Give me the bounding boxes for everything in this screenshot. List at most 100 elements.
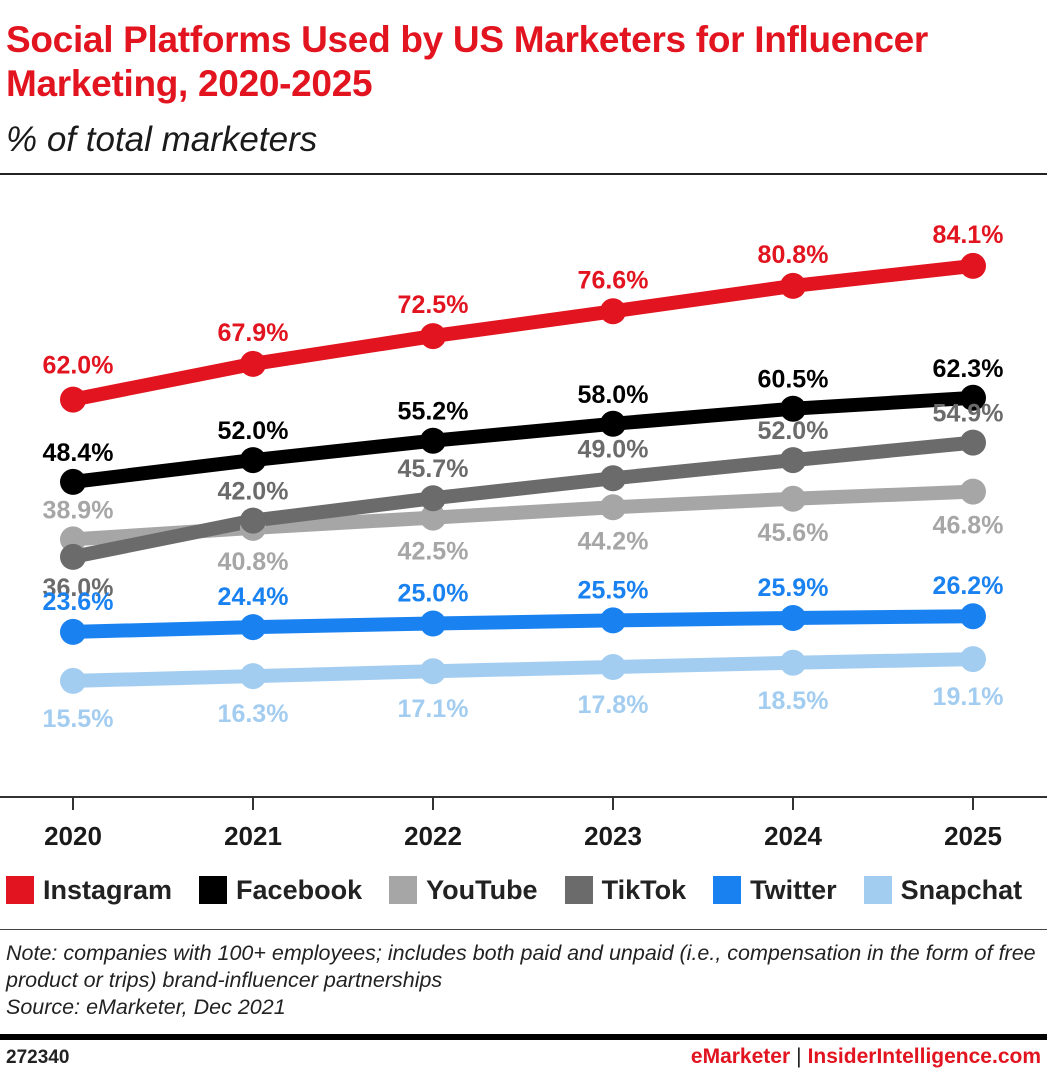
data-point-facebook-2022	[420, 427, 446, 454]
legend-swatch-instagram	[6, 876, 34, 904]
data-point-tiktok-2021	[240, 507, 266, 534]
data-label-tiktok-2020: 36.0%	[43, 574, 114, 602]
data-label-youtube-2025: 46.8%	[933, 512, 1004, 540]
data-point-youtube-2025	[960, 478, 986, 505]
data-label-youtube-2022: 42.5%	[398, 538, 469, 566]
data-point-twitter-2025	[960, 603, 986, 630]
data-label-snapchat-2021: 16.3%	[218, 700, 289, 728]
data-label-facebook-2021: 52.0%	[218, 417, 289, 445]
data-point-snapchat-2023	[600, 654, 626, 680]
data-point-facebook-2023	[600, 410, 626, 437]
data-point-tiktok-2020	[60, 543, 86, 570]
data-point-snapchat-2025	[960, 646, 986, 673]
data-point-tiktok-2022	[420, 485, 446, 512]
data-point-twitter-2024	[780, 605, 806, 631]
data-label-tiktok-2024: 52.0%	[758, 417, 829, 445]
data-label-youtube-2020: 38.9%	[43, 496, 114, 524]
data-label-twitter-2020: 23.6%	[43, 588, 114, 616]
data-label-snapchat-2025: 19.1%	[933, 683, 1004, 711]
data-label-facebook-2023: 58.0%	[578, 381, 649, 409]
legend-swatch-facebook	[199, 876, 228, 904]
data-point-youtube-2023	[600, 494, 626, 521]
data-label-twitter-2023: 25.5%	[578, 576, 649, 604]
data-point-tiktok-2025	[960, 429, 986, 456]
data-label-instagram-2025: 84.1%	[933, 221, 1004, 249]
data-label-instagram-2021: 67.9%	[218, 319, 289, 347]
x-axis: 2020 2021 2022 2023 2024 2025	[0, 796, 1047, 851]
brand-separator: |	[796, 1045, 802, 1068]
data-point-snapchat-2024	[780, 649, 806, 676]
line-chart: 62.0% 67.9% 72.5% 76.6% 80.8% 84.1% 48.4% 52.0%…	[0, 221, 1047, 851]
legend-item-snapchat: Snapchat	[863, 874, 1023, 906]
top-divider	[0, 173, 1047, 175]
x-tick-label-2020: 2020	[44, 821, 102, 851]
data-point-twitter-2022	[420, 610, 446, 637]
x-tick-label-2021: 2021	[224, 821, 282, 851]
legend-swatch-tiktok	[564, 876, 593, 904]
series-line-tiktok	[66, 435, 980, 564]
legend-item-tiktok: TikTok	[564, 874, 687, 906]
data-point-facebook-2024	[780, 395, 806, 422]
legend-item-twitter: Twitter	[713, 875, 837, 906]
data-label-snapchat-2020: 15.5%	[43, 705, 114, 733]
brand-insider-intelligence: InsiderIntelligence.com	[807, 1045, 1041, 1068]
series-line-snapchat	[66, 652, 980, 688]
data-label-facebook-2020: 48.4%	[43, 439, 114, 467]
series-line-twitter	[66, 609, 980, 639]
data-label-instagram-2020: 62.0%	[43, 352, 114, 380]
note-text: Note: companies with 100+ employees; inc…	[6, 941, 1036, 992]
data-label-twitter-2022: 25.0%	[398, 580, 469, 608]
data-point-snapchat-2022	[420, 658, 446, 685]
legend-label-instagram: Instagram	[43, 874, 173, 905]
brand-emarketer: eMarketer	[690, 1045, 791, 1068]
data-label-youtube-2023: 44.2%	[578, 527, 649, 555]
data-label-tiktok-2025: 54.9%	[933, 400, 1004, 428]
legend-swatch-twitter	[713, 876, 742, 904]
footer-divider	[0, 929, 1047, 930]
series-lines	[66, 258, 980, 688]
data-point-instagram-2025	[960, 252, 986, 279]
series-line-facebook	[66, 390, 980, 489]
data-point-facebook-2021	[240, 447, 266, 474]
data-point-instagram-2024	[780, 272, 806, 299]
data-point-instagram-2021	[240, 350, 266, 377]
data-label-tiktok-2021: 42.0%	[218, 478, 289, 506]
data-label-snapchat-2022: 17.1%	[398, 695, 469, 723]
data-point-snapchat-2020	[60, 667, 86, 694]
data-label-facebook-2022: 55.2%	[398, 398, 469, 426]
x-tick-label-2023: 2023	[584, 821, 642, 851]
data-label-twitter-2021: 24.4%	[218, 583, 289, 611]
series-points	[60, 252, 986, 694]
data-point-snapchat-2021	[240, 663, 266, 690]
data-label-instagram-2022: 72.5%	[398, 291, 469, 319]
legend-item-facebook: Facebook	[199, 875, 362, 906]
data-label-tiktok-2022: 45.7%	[398, 455, 469, 483]
data-label-twitter-2025: 26.2%	[933, 572, 1004, 600]
data-point-tiktok-2024	[780, 447, 806, 474]
data-label-snapchat-2023: 17.8%	[578, 691, 649, 719]
legend-swatch-youtube	[389, 876, 418, 904]
data-label-tiktok-2023: 49.0%	[578, 435, 649, 463]
data-label-instagram-2024: 80.8%	[758, 241, 829, 269]
data-point-instagram-2023	[600, 298, 626, 325]
legend-label-youtube: YouTube	[426, 874, 538, 905]
data-point-twitter-2023	[600, 607, 626, 634]
legend-label-snapchat: Snapchat	[900, 874, 1023, 905]
data-point-instagram-2020	[60, 386, 86, 413]
data-point-tiktok-2023	[600, 465, 626, 492]
data-point-twitter-2021	[240, 614, 266, 641]
legend-label-tiktok: TikTok	[601, 874, 687, 905]
data-label-youtube-2024: 45.6%	[758, 519, 829, 547]
x-tick-label-2022: 2022	[404, 821, 462, 851]
data-point-youtube-2022	[420, 504, 446, 531]
footnote: Note: companies with 100+ employees; inc…	[6, 940, 1042, 1021]
data-label-facebook-2024: 60.5%	[758, 366, 829, 394]
chart-id: 272340	[6, 1047, 70, 1068]
data-label-youtube-2021: 40.8%	[218, 548, 289, 576]
legend-label-twitter: Twitter	[750, 874, 837, 905]
brand-footer: eMarketer | InsiderIntelligence.com	[691, 1045, 1041, 1069]
data-labels: 62.0% 67.9% 72.5% 76.6% 80.8% 84.1% 48.4% 52.0%…	[43, 221, 1004, 733]
data-label-snapchat-2024: 18.5%	[758, 687, 829, 715]
data-point-facebook-2020	[60, 468, 86, 495]
data-point-youtube-2024	[780, 485, 806, 512]
